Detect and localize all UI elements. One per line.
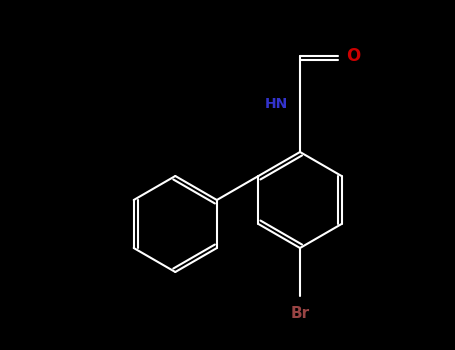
Text: HN: HN [265, 97, 288, 111]
Text: O: O [346, 47, 361, 65]
Text: Br: Br [290, 306, 309, 321]
